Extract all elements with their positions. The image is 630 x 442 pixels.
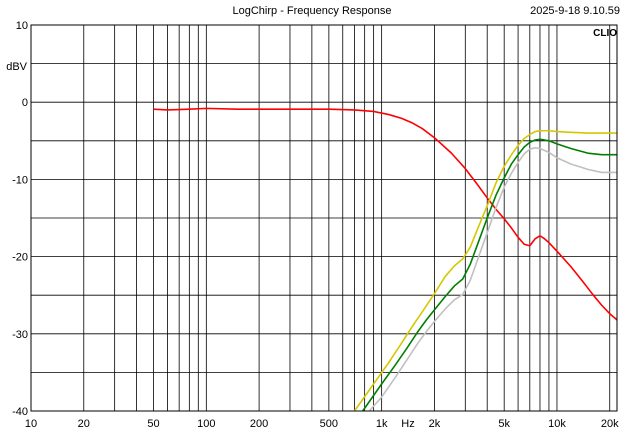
series-layer bbox=[153, 107, 618, 412]
x-tick-label: 10 bbox=[25, 418, 37, 430]
series-line-4 bbox=[368, 146, 617, 412]
y-tick-label: -20 bbox=[12, 252, 28, 264]
y-tick-label: 0 bbox=[22, 97, 28, 109]
x-axis-label: Hz bbox=[401, 418, 414, 430]
x-tick-label: 10k bbox=[548, 418, 566, 430]
x-tick-label: 200 bbox=[250, 418, 268, 430]
x-tick-label: 5k bbox=[498, 418, 510, 430]
y-axis-label: dBV bbox=[6, 61, 27, 73]
y-tick-label: 10 bbox=[16, 20, 28, 32]
grid bbox=[31, 25, 617, 411]
y-tick-label: -10 bbox=[12, 174, 28, 186]
x-tick-label: 100 bbox=[197, 418, 215, 430]
x-tick-label: 1k bbox=[376, 418, 388, 430]
series-line-3 bbox=[362, 138, 617, 412]
x-tick-label: 50 bbox=[147, 418, 159, 430]
series-line-2 bbox=[353, 129, 617, 412]
series-line-1 bbox=[153, 107, 618, 321]
y-tick-label: -30 bbox=[12, 329, 28, 341]
plot-frame bbox=[30, 24, 618, 412]
x-tick-label: 2k bbox=[429, 418, 441, 430]
x-tick-label: 20 bbox=[78, 418, 90, 430]
y-tick-label: -40 bbox=[12, 406, 28, 418]
x-tick-label: 500 bbox=[320, 418, 338, 430]
chart-title: LogChirp - Frequency Response bbox=[233, 5, 392, 17]
clio-brand-logo: CLIO bbox=[593, 28, 617, 39]
timestamp: 2025-9-18 9.10.59 bbox=[530, 5, 620, 17]
x-tick-label: 20k bbox=[601, 418, 619, 430]
